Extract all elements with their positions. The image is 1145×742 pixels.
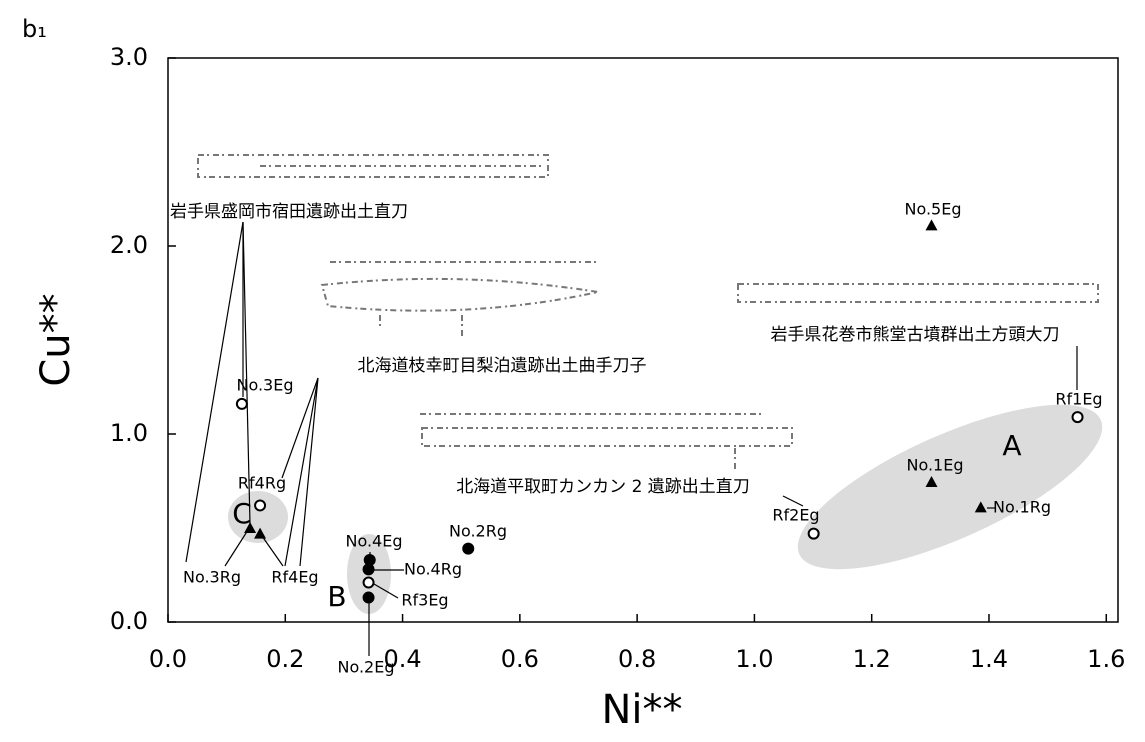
- x-axis-label: Ni**: [601, 687, 682, 733]
- point-label: No.4Eg: [345, 532, 402, 551]
- group-label: A: [1002, 429, 1021, 462]
- data-point: [1073, 412, 1083, 422]
- annotation: 岩手県盛岡市宿田遺跡出土直刀: [170, 202, 408, 222]
- data-point: [809, 529, 819, 539]
- data-point: [365, 555, 375, 565]
- point-label: Rf1Eg: [1055, 390, 1102, 409]
- sword-sketch: [420, 414, 792, 470]
- sword-sketch: [738, 284, 1098, 302]
- data-point: [463, 544, 473, 554]
- x-tick-label: 1.4: [970, 645, 1008, 673]
- y-tick-label: 0.0: [110, 607, 148, 635]
- x-tick-label: 1.6: [1087, 645, 1125, 673]
- point-label: No.2Rg: [449, 522, 507, 541]
- y-tick-label: 3.0: [110, 43, 148, 71]
- x-tick-label: 0.6: [501, 645, 539, 673]
- y-axis-label: Cu**: [33, 293, 79, 386]
- data-point: [255, 500, 265, 510]
- x-tick-label: 0.0: [149, 645, 187, 673]
- point-label: No.1Rg: [993, 498, 1051, 517]
- point-label: No.3Rg: [183, 568, 241, 587]
- data-point: [364, 564, 374, 574]
- point-label: Rf2Eg: [772, 506, 819, 525]
- point-label: No.3Eg: [236, 376, 293, 395]
- y-tick-label: 1.0: [110, 419, 148, 447]
- data-point: [926, 219, 938, 230]
- data-point: [364, 593, 374, 603]
- panel-label: b₁: [22, 15, 47, 43]
- x-tick-label: 0.2: [266, 645, 304, 673]
- annotation: 北海道枝幸町目梨泊遺跡出土曲手刀子: [358, 356, 647, 376]
- page: b₁ Ni** Cu** A B C 岩手県盛岡市宿田遺跡出土直刀 北海道枝幸町…: [0, 0, 1145, 742]
- x-tick-label: 0.8: [618, 645, 656, 673]
- group-label: B: [327, 580, 346, 613]
- x-tick-label: 1.0: [735, 645, 773, 673]
- point-label: No.1Eg: [906, 456, 963, 475]
- data-point: [364, 578, 374, 588]
- annotation: 岩手県花巻市熊堂古墳群出土方頭大刀: [771, 325, 1060, 345]
- sword-sketch: [198, 155, 548, 177]
- point-label: No.2Eg: [337, 658, 394, 677]
- sword-sketch: [322, 262, 600, 338]
- data-point: [237, 399, 247, 409]
- point-label: Rf4Rg: [238, 474, 286, 493]
- point-label: Rf4Eg: [271, 568, 318, 587]
- x-tick-label: 1.2: [853, 645, 891, 673]
- chart: b₁ Ni** Cu** A B C 岩手県盛岡市宿田遺跡出土直刀 北海道枝幸町…: [0, 0, 1145, 742]
- point-label: No.4Rg: [404, 560, 462, 579]
- y-tick-label: 2.0: [110, 231, 148, 259]
- point-label: No.5Eg: [904, 200, 961, 219]
- annotation: 北海道平取町カンカン 2 遺跡出土直刀: [456, 477, 750, 497]
- point-label: Rf3Eg: [401, 591, 448, 610]
